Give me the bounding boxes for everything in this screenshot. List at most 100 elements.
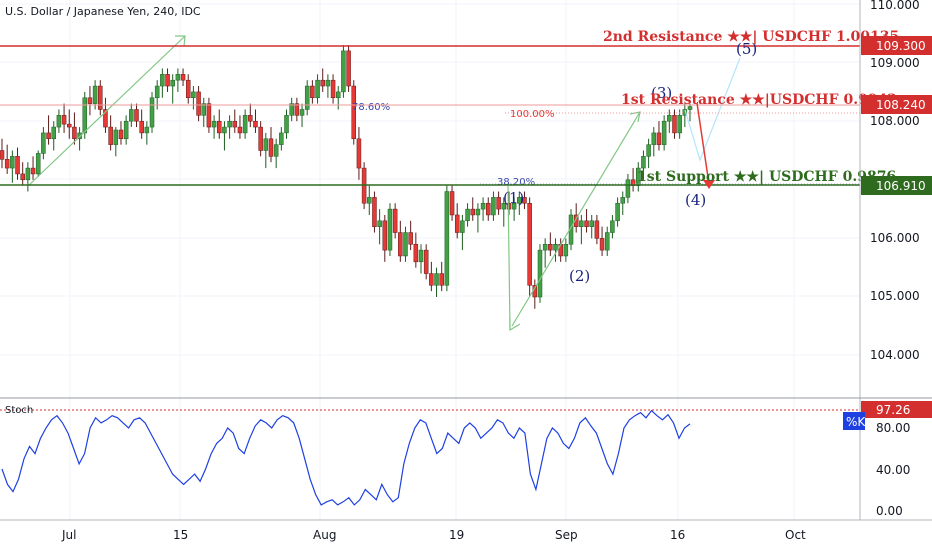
price-tick: 108.000	[870, 114, 920, 128]
wave-3-label: (3)	[651, 84, 672, 102]
candle-body	[351, 85, 357, 140]
trend-arrow-sep-head-down	[509, 318, 521, 332]
wave-5-label: (5)	[736, 40, 757, 58]
fib-78-label: 78.60%	[352, 102, 390, 113]
stochastic-pane	[0, 409, 860, 506]
candle-body	[496, 197, 501, 210]
candle-body	[387, 208, 393, 251]
candle-body	[56, 115, 62, 128]
candle-body	[10, 156, 15, 169]
candle-body	[454, 214, 460, 233]
trend-arrows	[27, 35, 741, 332]
candle-body	[310, 85, 315, 99]
chart-title: U.S. Dollar / Japanese Yen, 240, IDC	[5, 5, 201, 18]
candle-body	[98, 85, 103, 110]
candle-body	[242, 115, 248, 134]
candle-body	[625, 179, 631, 198]
candle-body	[92, 85, 98, 104]
candle-body	[253, 120, 258, 128]
candle-body	[408, 232, 413, 245]
candle-body	[537, 249, 543, 298]
candle-body	[129, 109, 134, 122]
candle-body	[641, 156, 646, 169]
time-tick: 16	[670, 528, 685, 542]
candle-body	[475, 208, 481, 216]
time-tick: Oct	[785, 528, 806, 542]
stoch-tick: 40.00	[876, 463, 910, 477]
trend-arrow-sep	[511, 111, 641, 327]
candle-body	[0, 150, 5, 160]
candle-body	[667, 115, 672, 122]
candle-body	[522, 197, 527, 204]
price-axis[interactable]: 110.000 109.000 108.000 106.000 105.000 …	[870, 0, 920, 362]
stoch-value-badge-text: 97.26	[876, 403, 910, 417]
candle-body	[196, 91, 201, 116]
resistance-1-annotation: 1st Resistance ★★|USDCHF 0.9942	[621, 92, 897, 108]
candle-body	[439, 273, 444, 286]
wave-4-arrow-head	[703, 180, 715, 189]
price-tick: 110.000	[870, 0, 920, 12]
candle-body	[113, 129, 119, 145]
candle-body	[175, 74, 181, 81]
support-1-badge-text: 106.910	[876, 179, 926, 193]
candle-body	[429, 273, 434, 286]
candle-body	[403, 232, 408, 257]
candle-body	[206, 103, 212, 128]
candle-body	[511, 202, 517, 210]
sr-levels[interactable]	[0, 45, 860, 186]
candle-body	[268, 138, 274, 157]
candle-body	[392, 208, 398, 233]
candle-body	[263, 138, 269, 151]
candle-body	[279, 132, 284, 145]
stoch-tick: 0.00	[876, 504, 903, 518]
candle-body	[191, 91, 196, 99]
candle-body	[30, 167, 36, 175]
candle-body	[382, 220, 388, 251]
candle-body	[4, 159, 10, 169]
candle-body	[294, 103, 300, 116]
fib-38-label: 38.20%	[497, 177, 535, 188]
candle-body	[248, 115, 253, 122]
stoch-k-label: %K	[846, 415, 866, 429]
resistance-2-badge-text: 109.300	[876, 39, 926, 53]
candle-body	[20, 173, 25, 181]
candle-body	[491, 197, 496, 216]
price-tick: 109.000	[870, 56, 920, 70]
candle-body	[66, 123, 72, 128]
candle-body	[139, 120, 144, 134]
candle-body	[449, 191, 455, 216]
candle-body	[501, 202, 507, 210]
candle-body	[579, 220, 584, 227]
candle-body	[315, 79, 320, 99]
candle-body	[563, 244, 569, 257]
candle-body	[222, 126, 227, 134]
candle-body	[160, 74, 165, 87]
candle-body	[232, 120, 238, 128]
stoch-value-badge	[861, 401, 932, 418]
candle-body	[227, 120, 232, 128]
support-1-badge	[861, 176, 932, 195]
candle-body	[372, 197, 377, 227]
candle-body	[273, 144, 279, 157]
candle-body	[486, 202, 491, 216]
candle-body	[480, 202, 486, 210]
candle-body	[367, 197, 372, 204]
trend-arrow-sep-head-up	[629, 111, 641, 123]
candle-body	[118, 129, 124, 140]
candle-body	[356, 138, 362, 169]
candle-body	[330, 79, 336, 99]
time-tick: Aug	[313, 528, 336, 542]
candle-body	[594, 220, 600, 239]
candle-body	[149, 97, 155, 128]
time-axis[interactable]: Jul 15 Aug 19 Sep 16 Oct	[61, 528, 806, 542]
candle-body	[615, 202, 620, 222]
candle-body	[77, 132, 82, 140]
stoch-axis: 97.26 %K 80.00 40.00 0.00 Stoch	[5, 401, 932, 518]
candle-body	[418, 249, 424, 263]
level-badges: 109.300 108.240 106.910	[861, 36, 932, 195]
candle-body	[553, 244, 558, 251]
candle-body	[413, 244, 419, 263]
chart-grid	[0, 0, 860, 520]
candle-body	[470, 208, 475, 216]
